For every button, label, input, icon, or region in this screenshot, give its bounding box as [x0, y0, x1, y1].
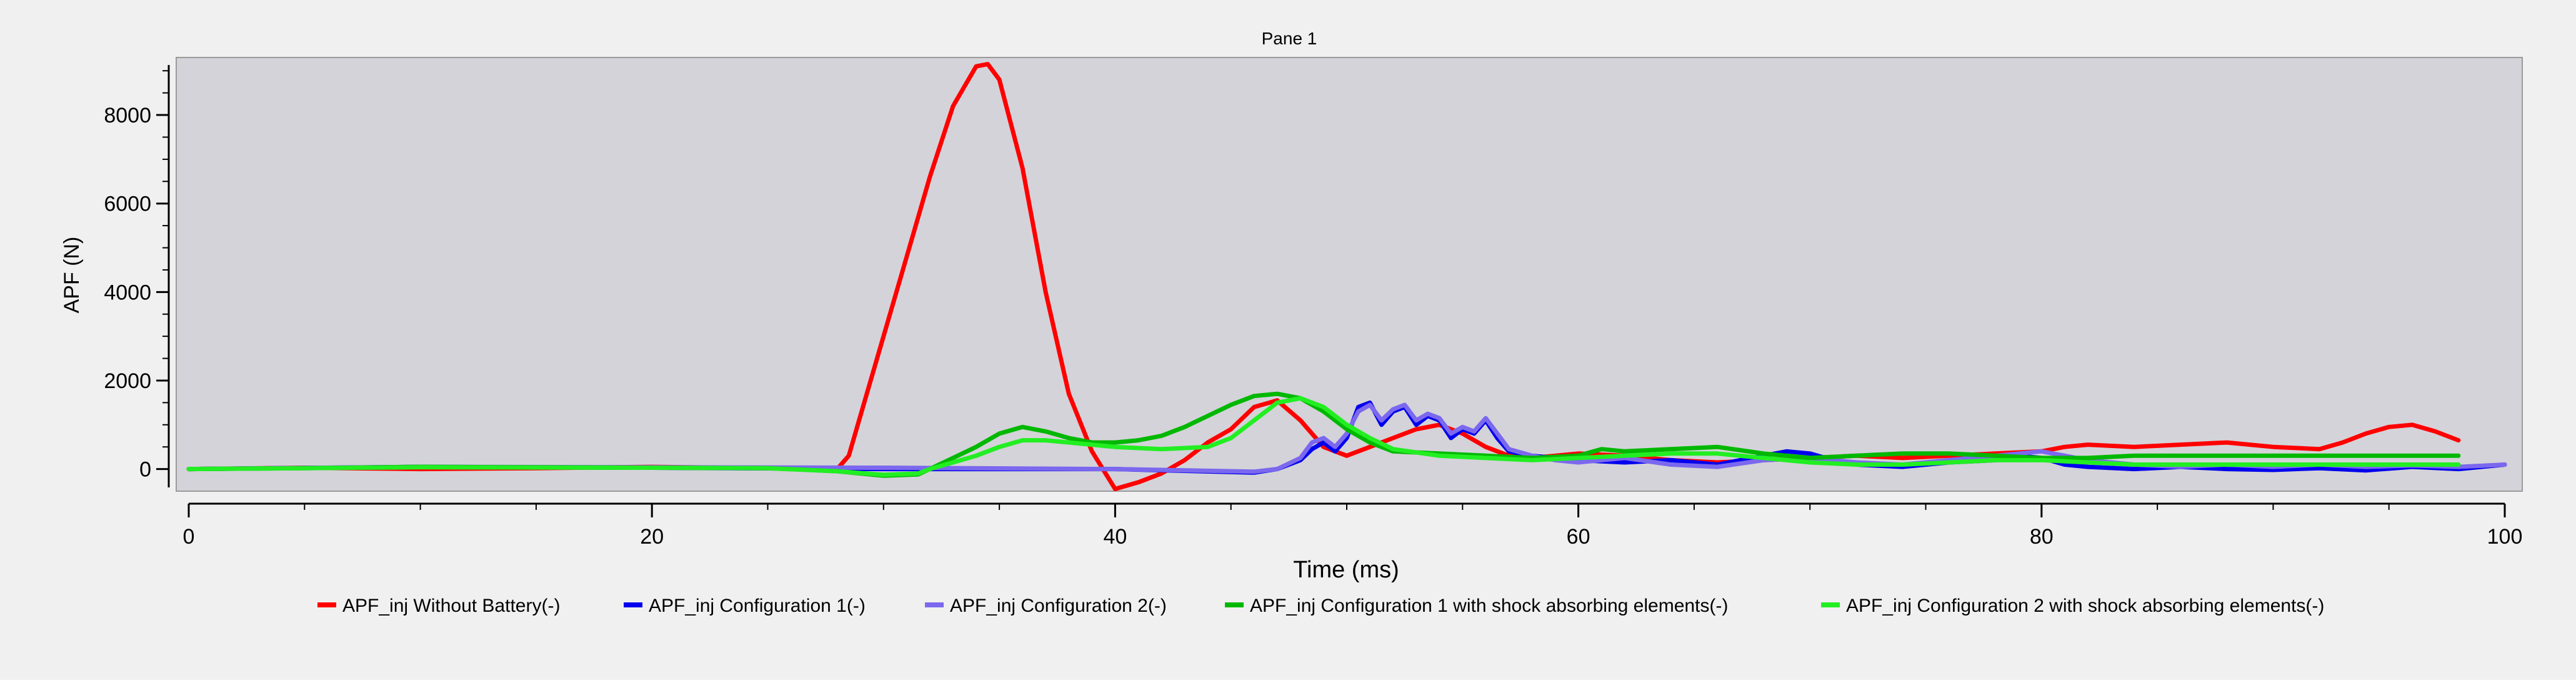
legend-label-5: APF_inj Configuration 2 with shock absor… — [1846, 596, 2324, 616]
x-axis-label: Time (ms) — [1293, 557, 1399, 583]
legend-label-1: APF_inj Without Battery(-) — [342, 596, 560, 616]
x-tick-label: 0 — [183, 525, 195, 549]
legend-label-2: APF_inj Configuration 1(-) — [649, 596, 866, 616]
y-tick-label: 6000 — [104, 192, 151, 216]
series-line-5 — [186, 396, 2461, 477]
y-axis-label: APF (N) — [60, 237, 84, 314]
legend: APF_inj Without Battery(-) APF_inj Config… — [317, 596, 2324, 616]
series-layer — [186, 62, 2507, 491]
series-line-4 — [186, 391, 2461, 478]
y-tick-label: 2000 — [104, 369, 151, 393]
x-tick-label: 60 — [1567, 525, 1590, 549]
x-tick-label: 80 — [2030, 525, 2054, 549]
plot-area — [176, 57, 2523, 492]
y-tick-label: 8000 — [104, 104, 151, 127]
x-tick-label: 40 — [1103, 525, 1127, 549]
series-line-1 — [186, 62, 2461, 491]
x-tick-label: 100 — [2487, 525, 2523, 549]
y-tick-label: 4000 — [104, 281, 151, 304]
y-tick-label: 0 — [139, 458, 151, 482]
axes-layer: 0 2000 4000 6000 8000 0 20 40 60 80 100 — [104, 65, 2522, 549]
x-tick-label: 20 — [640, 525, 664, 549]
legend-label-3: APF_inj Configuration 2(-) — [950, 596, 1167, 616]
pane-title: Pane 1 — [1262, 29, 1317, 48]
legend-label-4: APF_inj Configuration 1 with shock absor… — [1250, 596, 1728, 616]
